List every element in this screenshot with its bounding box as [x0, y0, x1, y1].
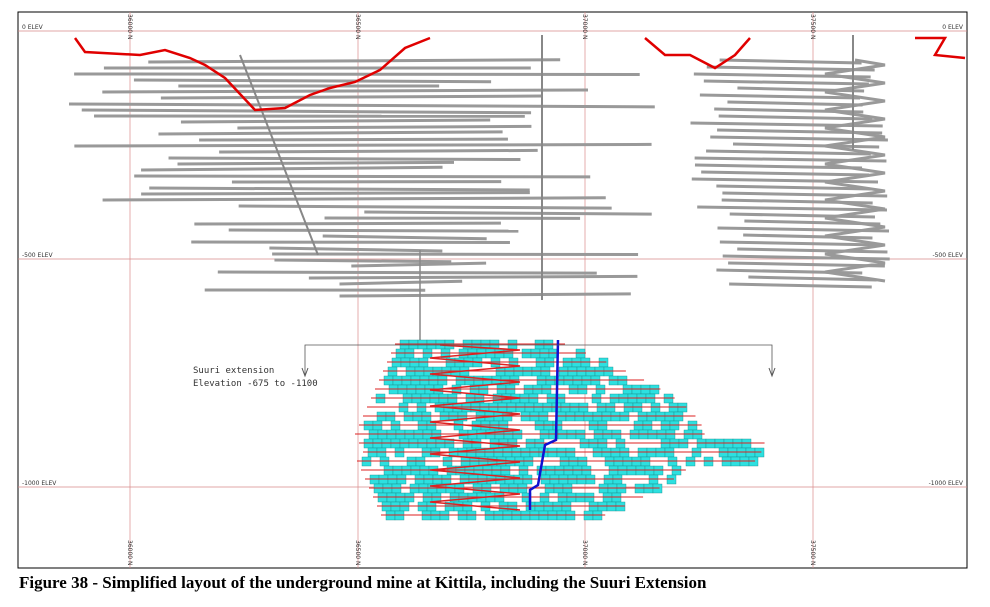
elevation-label: -1000 ELEV: [929, 480, 964, 487]
level-drift: [718, 114, 873, 121]
level-drift: [168, 156, 521, 162]
ramp: [429, 344, 521, 511]
level-drift: [81, 108, 532, 115]
shaft: [239, 54, 319, 256]
surface-line: [73, 36, 431, 112]
northing-label: 36000 N: [126, 14, 133, 39]
level-drift: [364, 210, 652, 216]
level-drift: [351, 261, 487, 268]
level-drift: [141, 165, 443, 172]
level-drift: [133, 78, 492, 84]
level-drift: [191, 240, 510, 245]
elevation-label: -500 ELEV: [22, 252, 53, 259]
level-drift: [148, 58, 561, 64]
level-drift: [237, 124, 532, 130]
level-drift: [238, 204, 612, 210]
level-drift: [697, 205, 887, 212]
level-drift: [729, 282, 872, 289]
annotation-range: Elevation -675 to -1100: [193, 379, 318, 389]
level-drift: [69, 102, 655, 109]
caption: Figure 38 - Simplified layout of the und…: [19, 573, 707, 592]
level-drift: [748, 275, 877, 282]
extension-bracket: [301, 344, 776, 378]
ramp: [824, 58, 886, 283]
level-drift: [102, 88, 588, 94]
level-drift: [74, 72, 640, 77]
level-drift: [274, 258, 452, 264]
level-drift: [269, 246, 443, 253]
level-drift: [699, 93, 861, 100]
level-drift: [701, 170, 870, 177]
elevation-label: -1000 ELEV: [22, 480, 57, 487]
level-drift: [732, 142, 880, 149]
level-drift: [691, 177, 879, 184]
level-drift: [74, 142, 652, 148]
level-drift: [706, 149, 871, 156]
level-drift: [141, 191, 530, 196]
level-drift: [272, 252, 639, 257]
level-drift: [339, 292, 631, 298]
shaft: [528, 339, 560, 510]
level-drift: [716, 184, 872, 191]
level-drift: [199, 137, 508, 142]
level-drift: [134, 174, 591, 179]
level-drift: [322, 234, 487, 241]
level-drift: [219, 148, 538, 154]
elevation-label: 0 ELEV: [942, 24, 964, 31]
level-drift: [194, 221, 501, 226]
elevation-label: -500 ELEV: [932, 252, 963, 259]
level-drift: [737, 247, 888, 254]
level-drift: [727, 100, 863, 107]
northing-label: 36500 N: [354, 540, 361, 565]
northing-label: 37000 N: [581, 14, 588, 39]
level-drift: [339, 279, 463, 286]
level-drift: [149, 186, 530, 192]
level-drift: [719, 58, 862, 65]
level-drift: [743, 233, 873, 240]
level-drift: [703, 79, 869, 86]
level-drift: [158, 130, 503, 136]
level-drift: [719, 240, 882, 247]
surface-line: [644, 37, 751, 70]
surface-line: [915, 36, 966, 60]
northing-label: 37500 N: [809, 540, 816, 565]
level-drift: [177, 160, 455, 166]
level-drift: [729, 212, 875, 219]
level-drift: [308, 274, 638, 280]
level-drift: [180, 118, 491, 124]
level-drift: [228, 228, 519, 233]
level-drift: [160, 94, 542, 100]
northing-label: 37500 N: [809, 14, 816, 39]
level-drift: [694, 163, 863, 170]
elevation-label: 0 ELEV: [22, 24, 44, 31]
northing-label: 36500 N: [354, 14, 361, 39]
level-drift: [217, 270, 597, 275]
annotation-title: Suuri extension: [193, 366, 274, 376]
mine-layout: [69, 35, 890, 521]
northing-label: 37000 N: [581, 540, 588, 565]
level-drift: [102, 196, 606, 202]
northing-label: 36000 N: [126, 540, 133, 565]
